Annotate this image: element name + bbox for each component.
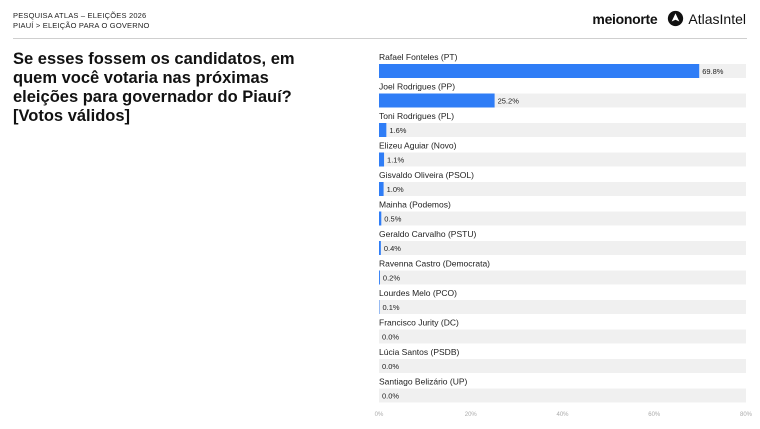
- value-label: 0.2%: [383, 274, 400, 283]
- value-label: 1.1%: [387, 156, 404, 165]
- bar-track: [379, 152, 746, 167]
- bar: [379, 123, 387, 137]
- chart-svg: Rafael Fonteles (PT) 69.8% Joel Rodrigues …: [375, 52, 752, 418]
- value-label: 0.0%: [382, 333, 399, 342]
- x-tick-label: 40%: [556, 412, 569, 418]
- bar-track: [379, 388, 746, 403]
- atlasintel-wordmark: AtlasIntel: [688, 10, 746, 27]
- value-label: 1.0%: [387, 185, 404, 194]
- value-label: 0.4%: [384, 244, 401, 253]
- bar-track: [379, 211, 746, 226]
- category-label: Mainha (Podemos): [379, 200, 451, 210]
- meionorte-logo: meionorte: [592, 10, 658, 27]
- x-tick-label: 20%: [465, 412, 478, 418]
- brand-logos: meionorte AtlasIntel: [592, 10, 746, 27]
- category-label: Joel Rodrigues (PP): [379, 82, 455, 92]
- bar: [379, 152, 385, 167]
- bar-track: [379, 182, 746, 196]
- value-label: 0.1%: [382, 303, 399, 312]
- x-tick-label: 0%: [375, 412, 384, 418]
- x-tick-label: 80%: [740, 412, 752, 418]
- atlasintel-logo: AtlasIntel: [667, 10, 746, 27]
- header: PESQUISA ATLAS – ELEIÇÕES 2026 PIAUÍ > E…: [13, 11, 150, 31]
- value-label: 25.2%: [498, 97, 520, 106]
- survey-kicker: PESQUISA ATLAS – ELEIÇÕES 2026: [13, 11, 147, 20]
- bar-track: [379, 270, 746, 285]
- category-label: Francisco Jurity (DC): [379, 318, 459, 328]
- bar-track: [379, 300, 746, 314]
- bar: [379, 211, 382, 226]
- survey-breadcrumb: PIAUÍ > ELEIÇÃO PARA O GOVERNO: [13, 21, 150, 30]
- x-tick-label: 60%: [648, 412, 661, 418]
- bar: [379, 182, 384, 196]
- category-label: Lúcia Santos (PSDB): [379, 347, 459, 357]
- bar-track: [379, 123, 746, 137]
- category-label: Lourdes Melo (PCO): [379, 288, 457, 298]
- category-label: Gisvaldo Oliveira (PSOL): [379, 170, 474, 180]
- bar-track: [379, 241, 746, 255]
- bar: [379, 270, 380, 285]
- bar-track: [379, 329, 746, 344]
- category-label: Santiago Belizário (UP): [379, 377, 468, 387]
- question-title: Se esses fossem os candidatos, em quem v…: [13, 50, 295, 125]
- bar: [379, 241, 381, 255]
- category-label: Toni Rodrigues (PL): [379, 111, 454, 121]
- category-label: Elizeu Aguiar (Novo): [379, 141, 457, 151]
- value-label: 69.8%: [702, 67, 724, 76]
- value-label: 0.0%: [382, 362, 399, 371]
- category-label: Geraldo Carvalho (PSTU): [379, 229, 476, 239]
- atlasintel-icon: [668, 10, 684, 27]
- bar-track: [379, 359, 746, 373]
- header-divider: [13, 38, 747, 39]
- bar: [379, 93, 495, 108]
- value-label: 0.0%: [382, 392, 399, 401]
- category-label: Ravenna Castro (Democrata): [379, 259, 490, 269]
- value-label: 1.6%: [389, 126, 406, 135]
- category-label: Rafael Fonteles (PT): [379, 52, 458, 62]
- value-label: 0.5%: [384, 215, 401, 224]
- bar-chart: Rafael Fonteles (PT) 69.8% Joel Rodrigues …: [372, 44, 752, 424]
- bar: [379, 64, 700, 78]
